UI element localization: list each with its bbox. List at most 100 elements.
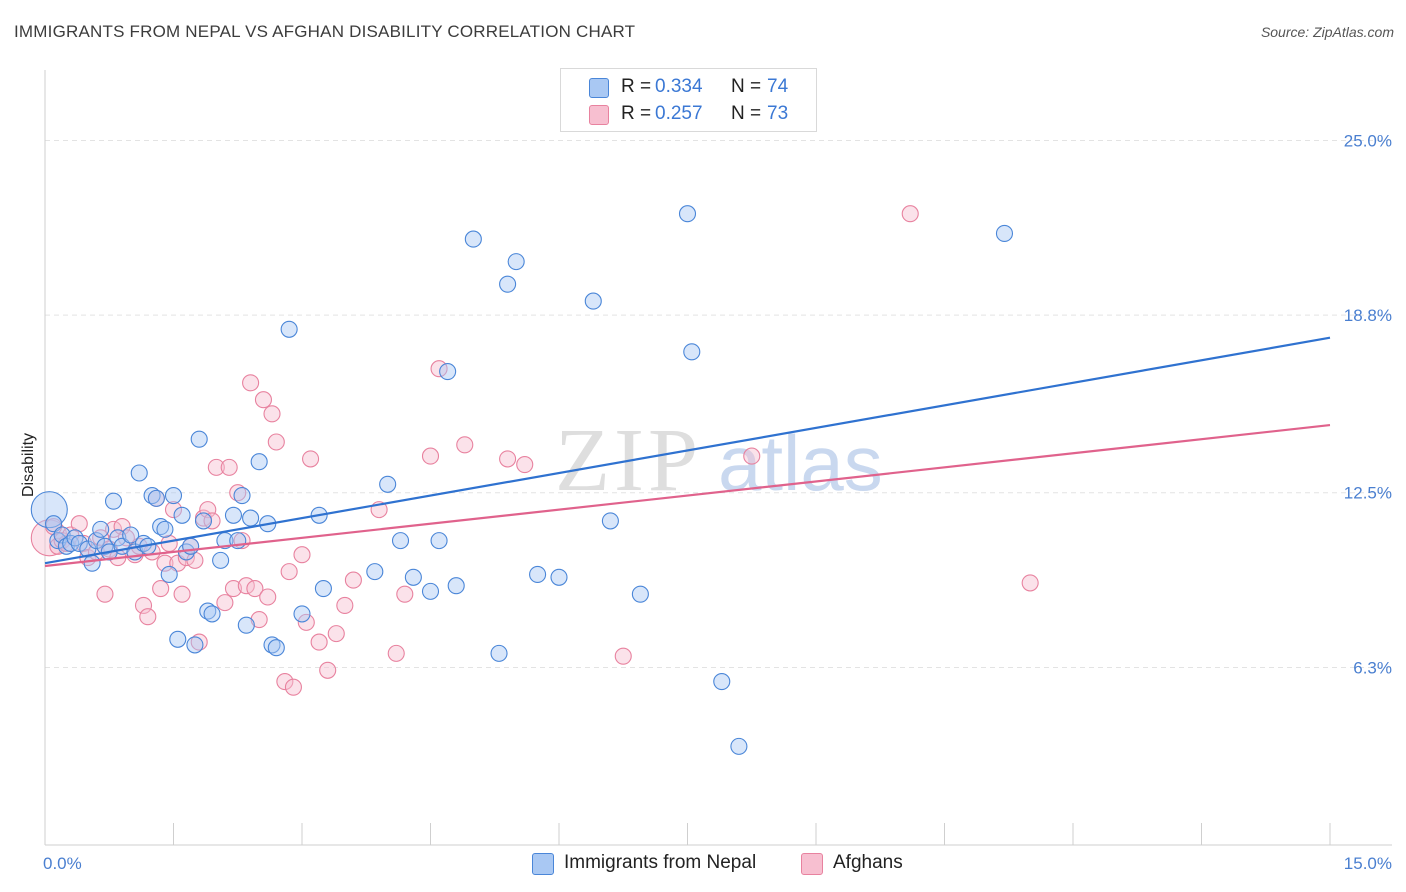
trend-line	[44, 423, 1331, 568]
watermark-atlas: atlas	[718, 419, 883, 507]
data-point	[203, 512, 221, 530]
data-point	[160, 565, 178, 584]
data-point	[550, 568, 568, 586]
data-point	[207, 458, 225, 476]
bottom-legend-label-nepal: Immigrants from Nepal	[564, 852, 757, 873]
data-point	[254, 391, 273, 409]
legend: R = 0.334 N = 74 R = 0.257 N = 73	[560, 68, 817, 132]
data-point	[713, 672, 731, 691]
data-point	[224, 579, 243, 598]
x-tick-label: 15.0%	[1344, 854, 1392, 873]
data-point	[156, 520, 174, 538]
data-point	[104, 492, 123, 510]
data-point	[139, 608, 157, 626]
data-point	[995, 224, 1014, 243]
data-point	[216, 594, 234, 612]
data-point	[614, 647, 632, 665]
data-point	[182, 537, 200, 555]
data-point	[901, 205, 919, 223]
data-point	[379, 475, 397, 493]
data-point	[147, 489, 165, 507]
data-point	[242, 509, 260, 527]
legend-n-label: N =	[731, 76, 762, 97]
y-tick-label: 18.8%	[1344, 306, 1392, 325]
legend-row-nepal: R = 0.334 N = 74	[561, 74, 816, 100]
data-point	[447, 577, 465, 595]
data-point	[280, 320, 298, 338]
data-point	[284, 678, 302, 696]
data-point	[30, 491, 68, 529]
data-point	[327, 625, 345, 643]
legend-r-value: 0.334	[655, 76, 703, 97]
trend-lines	[44, 336, 1331, 568]
data-point	[233, 486, 251, 505]
data-point	[263, 405, 281, 423]
data-point	[366, 563, 384, 581]
y-tick-label: 25.0%	[1344, 131, 1392, 150]
data-point	[156, 554, 174, 572]
data-point	[173, 506, 191, 524]
data-point	[250, 453, 268, 471]
legend-n-value: 73	[767, 103, 789, 124]
data-point	[336, 596, 354, 615]
data-point	[601, 512, 619, 530]
data-point	[507, 253, 525, 271]
x-tick-label: 0.0%	[43, 854, 82, 873]
data-point	[391, 532, 410, 550]
data-point	[267, 639, 285, 657]
watermark: ZIP atlas	[555, 411, 883, 510]
data-point	[631, 585, 649, 603]
data-point	[169, 554, 187, 572]
data-point	[237, 616, 255, 634]
data-point	[584, 292, 602, 310]
data-point	[267, 433, 285, 451]
y-axis-label: Disability	[20, 433, 37, 497]
data-point	[276, 672, 294, 691]
bottom-legend-swatch-nepal	[532, 853, 554, 875]
bottom-legend-swatch-afghans	[801, 853, 823, 875]
data-point	[259, 588, 277, 606]
data-point	[293, 605, 311, 623]
data-point	[96, 585, 114, 603]
data-point	[499, 275, 517, 293]
y-tick-label: 12.5%	[1344, 484, 1392, 503]
data-point	[297, 613, 315, 631]
data-point	[45, 515, 63, 533]
data-point	[87, 532, 105, 550]
data-point	[130, 464, 148, 482]
y-tick-labels: 6.3% 12.5% 18.8% 25.0%	[1344, 131, 1392, 677]
data-point	[83, 554, 101, 572]
data-point	[516, 455, 534, 474]
legend-n-value: 74	[767, 76, 789, 97]
data-point	[499, 450, 517, 468]
data-point	[169, 630, 187, 648]
series-afghans-points	[30, 205, 1039, 696]
data-point	[246, 579, 264, 598]
trend-line	[44, 336, 1331, 565]
data-point	[70, 534, 88, 553]
data-point	[310, 633, 328, 651]
data-point	[152, 579, 170, 598]
data-point	[683, 343, 701, 361]
data-point	[730, 737, 748, 755]
data-point	[314, 579, 332, 598]
legend-swatch-nepal	[589, 78, 609, 98]
chart-title: IMMIGRANTS FROM NEPAL VS AFGHAN DISABILI…	[14, 22, 636, 41]
data-point	[173, 585, 191, 603]
legend-n-label: N =	[731, 103, 762, 124]
legend-r-label: R =	[621, 103, 652, 124]
data-point	[319, 661, 337, 679]
data-point	[464, 230, 482, 248]
data-point	[404, 568, 422, 586]
data-point	[344, 571, 362, 589]
data-point	[109, 529, 127, 547]
data-point	[242, 374, 260, 392]
data-point	[396, 585, 414, 603]
legend-r-label: R =	[621, 76, 652, 97]
data-point	[194, 512, 213, 530]
axes	[44, 70, 1392, 846]
data-point	[250, 610, 268, 629]
data-point	[224, 506, 243, 524]
data-point	[164, 486, 183, 505]
data-point	[212, 551, 230, 569]
